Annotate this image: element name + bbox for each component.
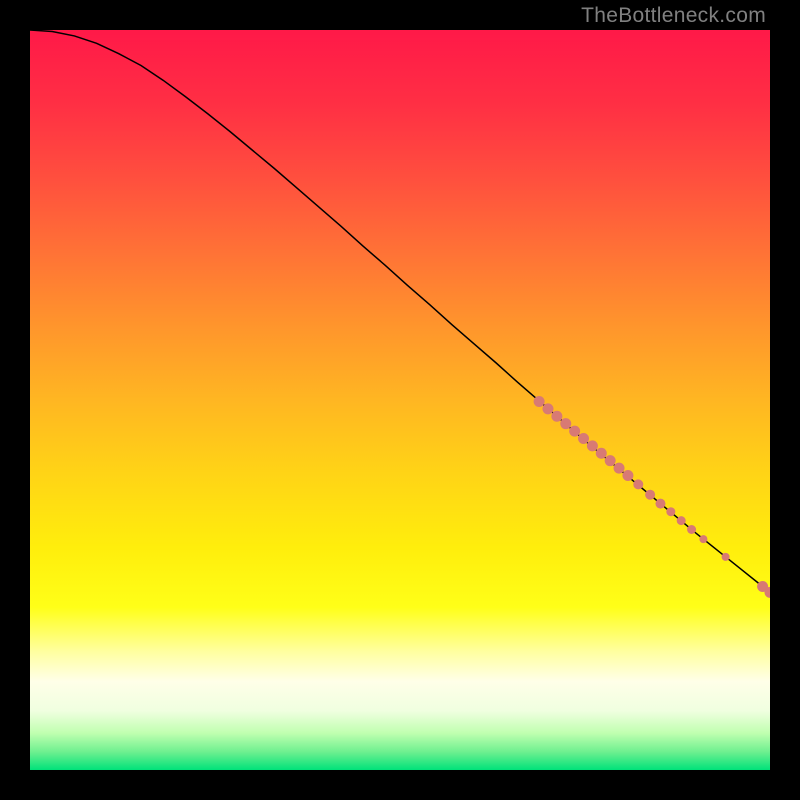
data-marker xyxy=(699,535,707,543)
data-marker xyxy=(578,433,589,444)
watermark-text: TheBottleneck.com xyxy=(581,4,766,28)
data-marker xyxy=(569,426,580,437)
data-marker xyxy=(605,455,616,466)
data-marker xyxy=(551,411,562,422)
data-marker xyxy=(534,396,545,407)
data-marker xyxy=(560,418,571,429)
data-marker xyxy=(687,525,696,534)
data-marker xyxy=(596,448,607,459)
plot-area xyxy=(30,30,770,770)
data-marker xyxy=(543,403,554,414)
curve-layer xyxy=(30,30,770,770)
data-marker xyxy=(622,470,633,481)
data-marker xyxy=(645,490,655,500)
data-marker xyxy=(677,516,686,525)
data-marker xyxy=(633,479,643,489)
data-marker xyxy=(666,507,675,516)
data-marker xyxy=(614,463,625,474)
chart-frame: TheBottleneck.com xyxy=(0,0,800,800)
data-marker xyxy=(722,553,730,561)
data-marker xyxy=(655,499,665,509)
markers-group xyxy=(534,396,770,598)
data-marker xyxy=(587,440,598,451)
